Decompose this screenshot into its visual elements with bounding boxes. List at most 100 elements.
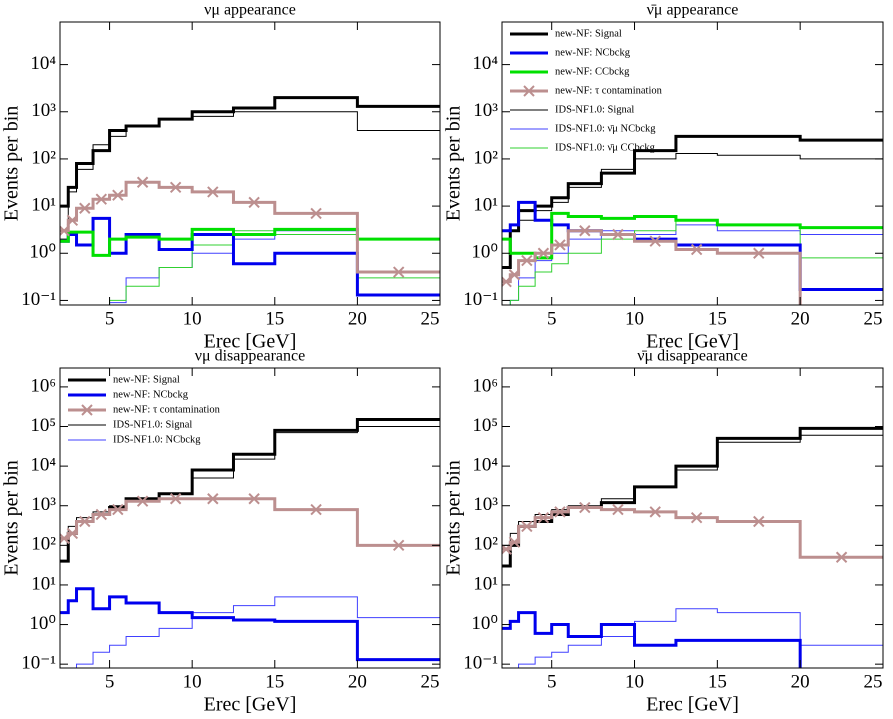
x-marker [835,551,848,563]
x-tick-label: 15 [708,671,727,692]
axes-frame [59,21,441,306]
x-marker [112,503,124,516]
y-tick-label: 10⁻¹ [21,653,56,674]
histogram-line [509,224,883,305]
chart-title: ν̄μ appearance [647,2,739,19]
x-tick-label: 20 [348,308,367,329]
plot-area [60,418,440,668]
y-tick-label: 10⁴ [472,53,498,74]
x-marker [207,186,219,198]
legend-label: new-NF: CCbckg [555,66,630,77]
x-tick-label: 15 [708,308,727,329]
x-tick-label: 10 [183,308,202,329]
x-marker [579,501,591,514]
y-tick-label: 10¹ [31,194,56,215]
x-tick-label: 15 [265,671,284,692]
x-marker [753,247,765,259]
axes-frame [501,21,884,306]
legend-label: IDS-NF1.0: Signal [555,104,634,115]
x-tick-label: 5 [547,308,557,329]
x-marker [60,532,70,545]
x-marker [521,520,533,533]
y-tick-label: 10³ [473,494,498,515]
x-marker [837,310,847,320]
x-marker [66,214,79,227]
histogram-line [502,426,883,568]
y-tick-label: 10¹ [473,194,498,215]
x-marker [392,539,405,552]
x-marker [169,181,182,194]
x-tick-label: 20 [791,671,810,692]
x-marker [207,493,219,505]
x-tick-label: 20 [791,308,810,329]
plot-area [502,426,883,668]
x-marker [95,508,108,521]
y-axis-label: Events per bin [443,106,465,222]
legend-label: new-NF: τ contamination [555,85,663,96]
x-marker [508,536,521,548]
x-marker [310,503,322,516]
x-axis-label: Erec [GeV] [646,694,739,716]
histogram-line [502,611,802,668]
panel: 10⁻¹ 10⁰ 10¹ 10² 10³ 10⁴ 5 10 15 20 25 ν̄μ appearan… [443,2,884,353]
x-marker [60,225,70,237]
x-tick-label: 10 [183,671,202,692]
x-tick-label: 5 [105,671,115,692]
axes-frame [59,367,441,669]
y-tick-label: 10⁰ [471,242,498,263]
y-tick-label: 10⁻¹ [463,289,498,310]
legend-label: new-NF: NCbckg [113,389,189,400]
x-marker [612,503,624,516]
x-tick-label: 5 [105,308,115,329]
y-tick-label: 10² [31,534,56,555]
x-marker [95,193,108,205]
chart-title: νμ disappearance [195,348,305,365]
y-axis-label: Events per bin [1,106,23,222]
histogram-line [76,596,440,668]
legend-label: IDS-NF1.0: ν̄μ NCbckg [555,123,656,134]
histogram-line [60,216,440,297]
y-tick-label: 10⁰ [471,613,498,634]
x-marker [248,196,260,209]
legend-label: new-NF: τ contamination [113,404,221,415]
x-marker [112,189,124,201]
x-axis-label: Erec [GeV] [204,331,297,353]
legend-marker [81,404,93,416]
y-tick-label: 10² [473,534,498,555]
x-marker [79,202,91,214]
y-tick-label: 10² [473,147,498,168]
x-marker [579,225,591,237]
histogram-line [60,497,440,547]
x-tick-label: 15 [265,308,284,329]
y-tick-label: 10¹ [473,573,498,594]
panel: 10⁻¹ 10⁰ 10¹ 10² 10³ 10⁴ 5 10 15 20 25 νμ appearanc… [1,2,441,353]
x-marker [554,239,566,251]
y-tick-label: 10⁴ [30,53,56,74]
x-marker [66,527,79,540]
legend-label: IDS-NF1.0: NCbckg [113,434,201,445]
x-tick-label: 10 [625,671,644,692]
y-tick-label: 10¹ [31,573,56,594]
y-tick-label: 10⁰ [29,613,56,634]
x-marker [649,506,661,518]
plot-area [60,96,440,305]
histogram-line [60,587,440,662]
y-tick-label: 10⁵ [472,415,498,436]
y-tick-label: 10⁵ [30,415,56,436]
panel: 10⁻¹ 10⁰ 10¹ 10² 10³ 10⁴ 10⁵ 10⁶ 5 10 15 20 25 νμ dis… [1,348,441,716]
y-tick-label: 10⁴ [30,454,56,475]
legend-marker [523,85,535,97]
x-marker [537,511,550,524]
x-marker [521,254,533,267]
chart-title: νμ appearance [204,2,296,19]
x-marker [310,207,322,220]
y-tick-label: 10⁴ [472,454,498,475]
y-axis-label: Events per bin [1,460,23,576]
x-marker [508,269,521,281]
chart-title: ν̄μ disappearance [637,348,747,365]
x-marker [136,176,149,188]
x-tick-label: 25 [864,671,883,692]
y-tick-label: 10² [31,147,56,168]
x-tick-label: 20 [348,671,367,692]
